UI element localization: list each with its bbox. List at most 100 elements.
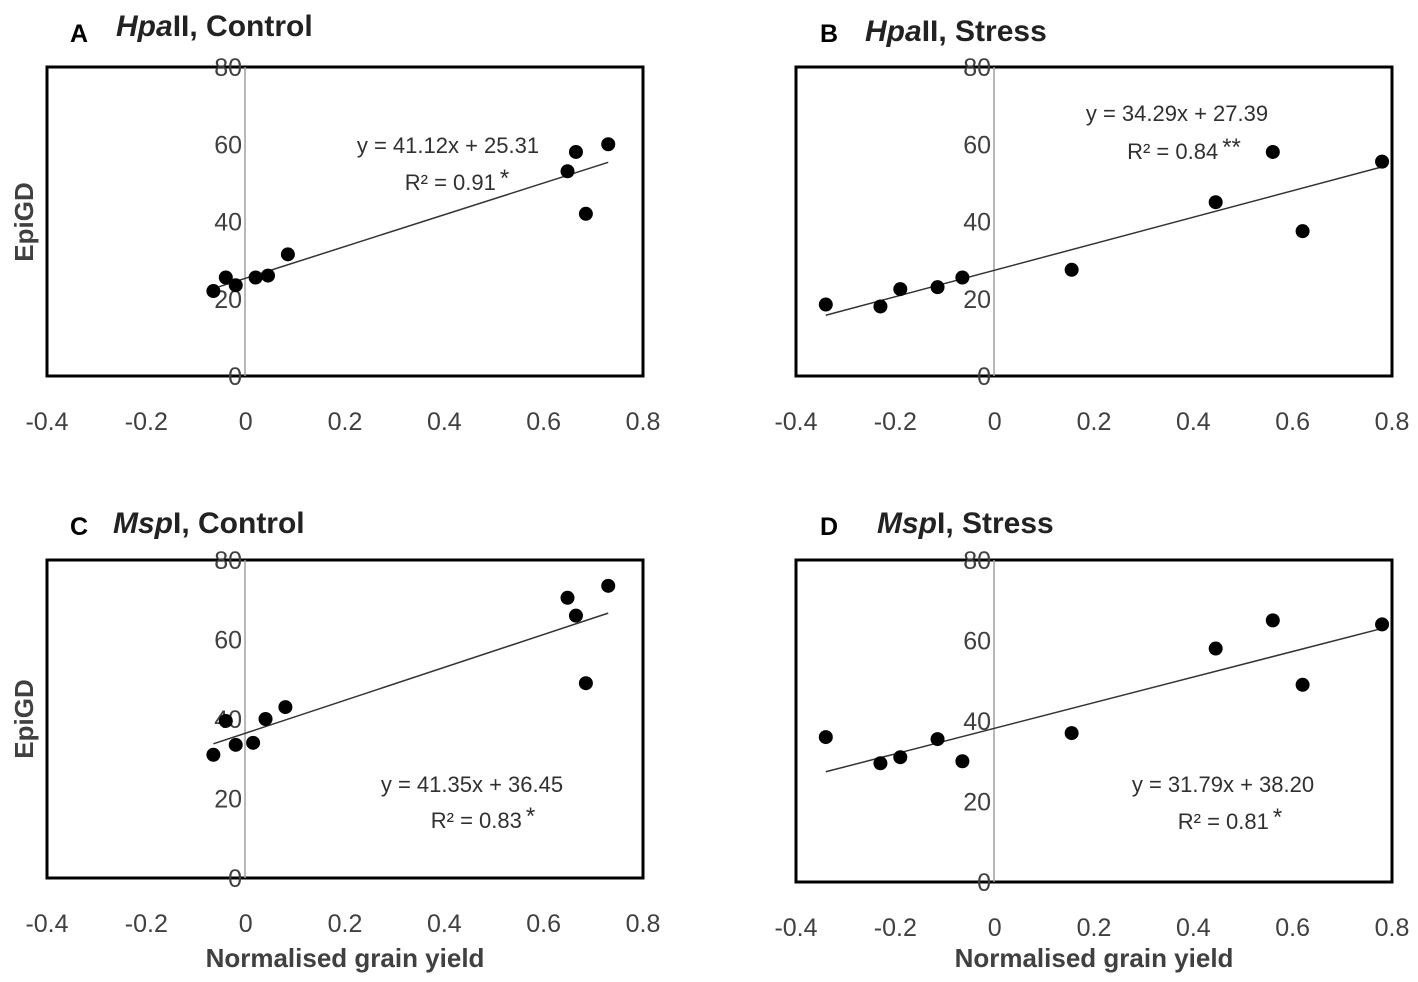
r-squared: R² = 0.91 * — [405, 165, 509, 195]
y-tick-label: 80 — [963, 54, 991, 82]
regression-equation: y = 41.12x + 25.31 — [357, 133, 539, 158]
data-point — [893, 282, 908, 297]
significance-mark: * — [526, 803, 535, 830]
y-tick-label: 40 — [214, 209, 242, 237]
x-tick-label: -0.4 — [774, 914, 817, 942]
data-point — [601, 578, 616, 593]
x-tick-label: -0.4 — [25, 910, 68, 938]
data-point — [218, 713, 233, 728]
x-tick-label: -0.2 — [125, 408, 168, 436]
data-point — [1064, 262, 1079, 277]
x-tick-label: 0.4 — [1176, 914, 1211, 942]
data-point — [1064, 726, 1079, 741]
data-point — [228, 737, 243, 752]
plot-frame — [794, 558, 1394, 884]
data-point — [601, 137, 616, 152]
data-point — [955, 754, 970, 769]
data-point — [228, 278, 243, 293]
data-point — [560, 590, 575, 605]
panel-letter: B — [820, 20, 838, 48]
panel-title-condition: I, Stress — [937, 507, 1054, 540]
y-tick-label: 0 — [228, 363, 242, 391]
x-tick-label: 0.4 — [427, 910, 462, 938]
data-point — [930, 732, 945, 747]
y-tick-label: 40 — [963, 708, 991, 736]
data-point — [261, 268, 276, 283]
plot-frame — [45, 65, 645, 378]
r-squared: R² = 0.83 * — [431, 803, 535, 833]
x-tick-label: 0.2 — [1077, 914, 1112, 942]
data-point — [280, 247, 295, 262]
data-point — [1208, 195, 1223, 210]
panel-letter: A — [70, 20, 88, 48]
panel-letter: D — [820, 513, 838, 541]
data-point — [206, 747, 221, 762]
y-tick-label: 80 — [963, 547, 991, 575]
data-point — [955, 270, 970, 285]
x-tick-label: -0.4 — [774, 408, 817, 436]
panel-d: 0 20 40 60 80 -0.4 -0.2 0 0.2 0.4 0.6 0.8 y = 31.79x… — [774, 507, 1409, 973]
panel-title-enzyme: Msp — [113, 507, 173, 540]
significance-mark: * — [1273, 804, 1282, 831]
x-axis-label: Normalised grain yield — [206, 943, 485, 973]
data-point — [560, 164, 575, 179]
data-point — [818, 730, 833, 745]
y-tick-label: 60 — [214, 627, 242, 655]
x-tick-label: 0.4 — [427, 408, 462, 436]
x-tick-label: -0.2 — [874, 914, 917, 942]
trend-line — [213, 161, 609, 290]
y-tick-label: 60 — [963, 131, 991, 159]
data-point — [893, 750, 908, 765]
panel-title-enzyme: Hpa — [116, 10, 173, 43]
panel-letter: C — [70, 513, 88, 541]
data-point — [246, 735, 261, 750]
data-point — [248, 270, 263, 285]
x-tick-label: 0 — [239, 910, 253, 938]
data-point — [1265, 144, 1280, 159]
data-point — [1265, 613, 1280, 628]
y-tick-label: 40 — [963, 209, 991, 237]
y-tick-label: 20 — [963, 286, 991, 314]
significance-mark: * — [500, 165, 509, 192]
x-tick-label: -0.2 — [125, 910, 168, 938]
panel-title-enzyme: Hpa — [865, 15, 922, 48]
data-point — [1375, 617, 1390, 632]
panel-title-condition: II, Control — [173, 10, 313, 43]
y-tick-label: 60 — [963, 628, 991, 656]
x-tick-label: 0.8 — [626, 408, 661, 436]
x-tick-label: 0.2 — [328, 408, 363, 436]
panel-title: HpaII, Stress — [865, 15, 1047, 48]
y-axis-label: EpiGD — [9, 679, 39, 758]
y-tick-label: 0 — [228, 865, 242, 893]
r-squared: R² = 0.81 * — [1178, 804, 1282, 834]
data-point — [1295, 224, 1310, 239]
data-point — [1208, 641, 1223, 656]
x-axis-label: Normalised grain yield — [955, 943, 1234, 973]
x-tick-label: 0.6 — [526, 408, 561, 436]
x-tick-label: 0 — [239, 408, 253, 436]
panel-title: MspI, Control — [113, 507, 305, 540]
y-tick-label: 20 — [963, 789, 991, 817]
x-tick-label: 0.8 — [1375, 914, 1410, 942]
x-tick-label: 0.6 — [526, 910, 561, 938]
x-tick-label: 0.6 — [1275, 408, 1310, 436]
y-tick-label: 80 — [214, 547, 242, 575]
data-point — [578, 206, 593, 221]
y-tick-label: 60 — [214, 131, 242, 159]
data-point — [578, 676, 593, 691]
x-tick-label: 0.8 — [1375, 408, 1410, 436]
x-tick-label: -0.2 — [874, 408, 917, 436]
x-tick-label: 0.4 — [1176, 408, 1211, 436]
plot-frame — [45, 558, 645, 880]
trend-line — [213, 612, 609, 745]
x-tick-label: 0.8 — [626, 910, 661, 938]
data-point — [873, 756, 888, 771]
panel-title: HpaII, Control — [116, 10, 313, 43]
r-squared: R² = 0.84 ** — [1127, 134, 1241, 164]
y-tick-label: 80 — [214, 54, 242, 82]
regression-equation: y = 34.29x + 27.39 — [1086, 101, 1268, 126]
data-point — [278, 700, 293, 715]
